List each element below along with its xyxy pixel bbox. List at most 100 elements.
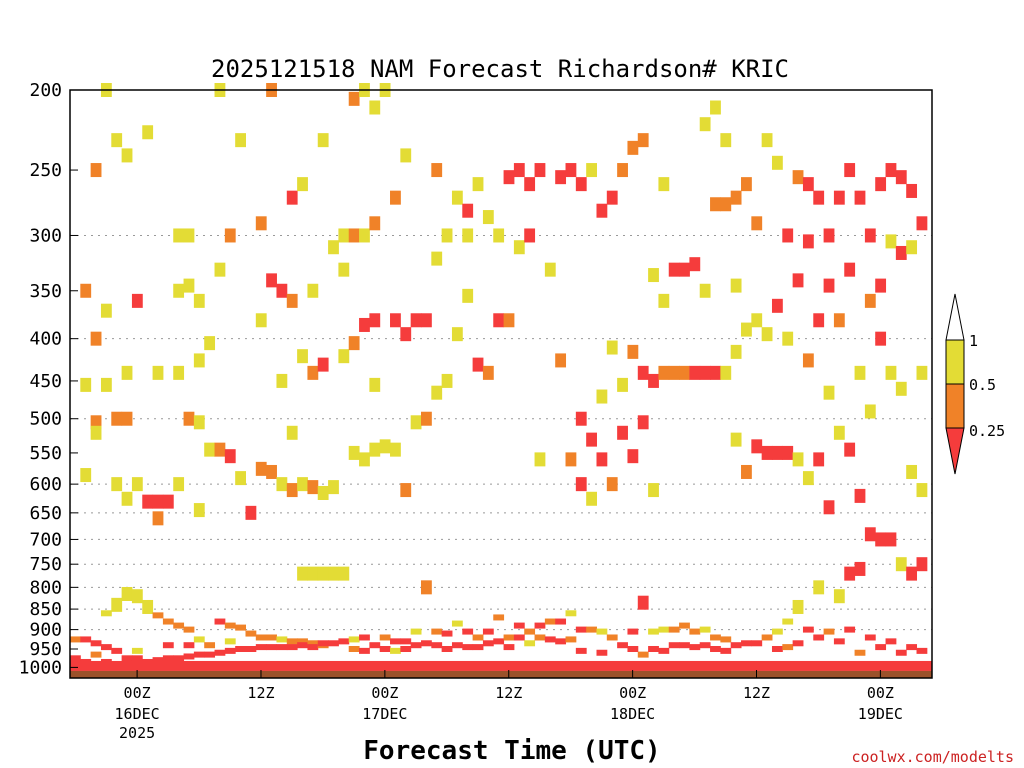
ri-cell xyxy=(761,327,773,342)
ri-cell xyxy=(348,91,360,106)
ri-cell xyxy=(359,228,370,243)
ri-cell xyxy=(121,491,133,506)
ri-cell xyxy=(369,377,381,392)
ri-cell xyxy=(224,622,236,629)
ri-cell xyxy=(586,432,597,447)
ri-cell xyxy=(617,377,628,392)
ri-cell xyxy=(668,365,680,380)
ri-cell xyxy=(307,640,319,647)
ri-cell xyxy=(906,240,918,255)
ri-cell xyxy=(286,293,298,308)
ri-cell xyxy=(245,645,257,652)
ri-cell xyxy=(451,620,463,627)
ri-cell xyxy=(555,170,567,185)
y-tick-label: 250 xyxy=(29,160,62,181)
ri-cell xyxy=(885,234,897,249)
ri-cell xyxy=(410,415,422,430)
ri-cell xyxy=(844,163,856,178)
ri-cell xyxy=(782,228,794,243)
ri-cell xyxy=(854,365,866,380)
ri-cell xyxy=(885,365,897,380)
ri-cell xyxy=(668,626,680,633)
ri-cell xyxy=(266,644,277,651)
ri-cell xyxy=(420,580,432,595)
ri-cell xyxy=(390,638,401,645)
ri-cell xyxy=(823,278,835,293)
ri-cell xyxy=(885,532,897,547)
ri-cell xyxy=(462,628,474,635)
ri-cell xyxy=(875,331,887,346)
ri-cell xyxy=(741,322,752,337)
ri-cell xyxy=(565,452,577,467)
ri-cell xyxy=(193,636,205,643)
ri-cell xyxy=(359,647,370,654)
ri-cell xyxy=(699,117,711,132)
ri-cell xyxy=(286,638,298,645)
ri-cell xyxy=(307,566,319,581)
ri-cell xyxy=(833,589,845,604)
ri-cell xyxy=(431,163,443,178)
ri-cell xyxy=(152,494,164,509)
legend-bottom-arrow xyxy=(945,427,965,475)
ri-cell xyxy=(782,331,794,346)
ri-cell xyxy=(193,293,205,308)
ri-cell xyxy=(710,197,721,212)
ri-cell xyxy=(317,640,329,647)
ri-cell xyxy=(317,485,329,500)
ri-cell xyxy=(679,262,690,277)
ri-cell xyxy=(204,442,216,457)
ri-cell xyxy=(297,566,308,581)
ri-cell xyxy=(503,170,515,185)
y-tick-label: 650 xyxy=(29,503,62,524)
ri-cell xyxy=(193,353,205,368)
y-tick-label: 900 xyxy=(29,620,62,641)
chart-title: 2025121518 NAM Forecast Richardson# KRIC xyxy=(211,55,789,83)
ri-cell xyxy=(782,618,794,625)
ri-cell xyxy=(854,190,866,205)
ri-cell xyxy=(224,638,236,645)
ri-cell xyxy=(761,133,773,148)
ri-cell xyxy=(833,313,845,328)
ri-cell xyxy=(658,177,670,192)
ri-cell xyxy=(286,425,298,440)
ri-cell xyxy=(493,228,505,243)
ri-cell xyxy=(813,190,825,205)
ri-cell xyxy=(297,349,308,364)
ri-cell xyxy=(255,461,267,476)
ri-cell xyxy=(90,163,102,178)
y-tick-label: 750 xyxy=(29,554,62,575)
ri-cell xyxy=(472,357,484,372)
y-tick-label: 500 xyxy=(29,409,62,430)
ri-cell xyxy=(833,425,845,440)
ri-cell xyxy=(689,257,701,272)
ri-cell xyxy=(823,385,835,400)
ri-cell xyxy=(431,642,443,649)
ri-cell xyxy=(121,587,133,602)
surface-low-band xyxy=(70,660,932,671)
ri-cell xyxy=(214,649,226,656)
ri-cell xyxy=(513,163,525,178)
ri-cell xyxy=(792,170,804,185)
ri-cell xyxy=(204,651,216,658)
ri-cell xyxy=(771,628,783,635)
x-tick-year: 2025 xyxy=(119,724,155,742)
ri-cell xyxy=(121,148,133,163)
richardson-cells xyxy=(70,83,928,668)
x-tick-date: 17DEC xyxy=(362,705,407,723)
ri-cell xyxy=(266,464,277,479)
ri-cell xyxy=(906,464,918,479)
ri-cell xyxy=(823,628,835,635)
ri-cell xyxy=(183,411,195,426)
ri-cell xyxy=(472,634,484,641)
ri-cell xyxy=(462,203,474,218)
ri-cell xyxy=(286,483,298,498)
y-tick-label: 600 xyxy=(29,474,62,495)
ri-cell xyxy=(348,445,360,460)
ri-cell xyxy=(617,642,628,649)
ri-cell xyxy=(710,100,721,115)
ri-cell xyxy=(648,483,659,498)
ri-cell xyxy=(503,644,515,651)
ri-cell xyxy=(100,303,112,318)
ri-cell xyxy=(771,445,783,460)
